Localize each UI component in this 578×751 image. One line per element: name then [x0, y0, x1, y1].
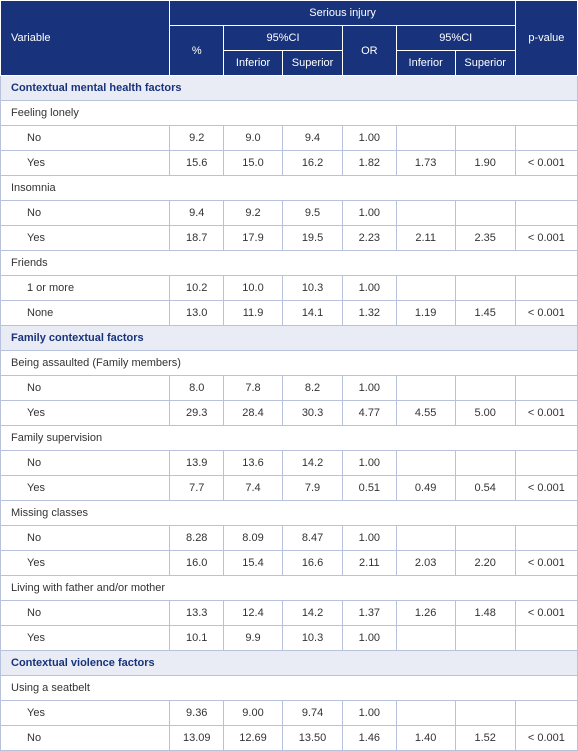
- group-title: Using a seatbelt: [1, 676, 578, 701]
- table-row: 1 or more10.210.010.31.00: [1, 276, 578, 301]
- table-row: No13.312.414.21.371.261.48< 0.001: [1, 601, 578, 626]
- group-header: Being assaulted (Family members): [1, 351, 578, 376]
- table-row: None13.011.914.11.321.191.45< 0.001: [1, 301, 578, 326]
- table-row: Yes15.615.016.21.821.731.90< 0.001: [1, 151, 578, 176]
- row-label: Yes: [1, 701, 170, 726]
- group-title: Feeling lonely: [1, 101, 578, 126]
- group-title: Missing classes: [1, 501, 578, 526]
- col-ci1: 95%CI: [224, 26, 343, 51]
- group-header: Feeling lonely: [1, 101, 578, 126]
- row-label: Yes: [1, 226, 170, 251]
- table-row: Yes10.19.910.31.00: [1, 626, 578, 651]
- row-label: No: [1, 376, 170, 401]
- col-inferior-2: Inferior: [396, 51, 455, 76]
- group-header: Missing classes: [1, 501, 578, 526]
- col-variable: Variable: [1, 1, 170, 76]
- table-row: Yes9.369.009.741.00: [1, 701, 578, 726]
- section-header: Family contextual factors: [1, 326, 578, 351]
- table-row: Yes16.015.416.62.112.032.20< 0.001: [1, 551, 578, 576]
- group-header: Friends: [1, 251, 578, 276]
- table-header: Variable Serious injury p-value % 95%CI …: [1, 1, 578, 76]
- section-title: Contextual mental health factors: [1, 76, 578, 101]
- col-ci2: 95%CI: [396, 26, 515, 51]
- data-table: Variable Serious injury p-value % 95%CI …: [0, 0, 578, 751]
- row-label: None: [1, 301, 170, 326]
- col-inferior-1: Inferior: [224, 51, 283, 76]
- row-label: No: [1, 201, 170, 226]
- section-title: Contextual violence factors: [1, 651, 578, 676]
- row-label: No: [1, 451, 170, 476]
- row-label: No: [1, 526, 170, 551]
- section-header: Contextual violence factors: [1, 651, 578, 676]
- group-title: Living with father and/or mother: [1, 576, 578, 601]
- group-header: Family supervision: [1, 426, 578, 451]
- table-row: No8.288.098.471.00: [1, 526, 578, 551]
- row-label: No: [1, 601, 170, 626]
- group-title: Friends: [1, 251, 578, 276]
- col-superior-1: Superior: [283, 51, 343, 76]
- table-row: Yes18.717.919.52.232.112.35< 0.001: [1, 226, 578, 251]
- row-label: Yes: [1, 401, 170, 426]
- table-row: No13.913.614.21.00: [1, 451, 578, 476]
- table-row: Yes29.328.430.34.774.555.00< 0.001: [1, 401, 578, 426]
- col-superior-2: Superior: [455, 51, 515, 76]
- group-title: Family supervision: [1, 426, 578, 451]
- table-row: No13.0912.6913.501.461.401.52< 0.001: [1, 726, 578, 751]
- section-header: Contextual mental health factors: [1, 76, 578, 101]
- row-label: Yes: [1, 551, 170, 576]
- section-title: Family contextual factors: [1, 326, 578, 351]
- table-body: Contextual mental health factorsFeeling …: [1, 76, 578, 751]
- col-percent: %: [170, 26, 224, 76]
- row-label: No: [1, 126, 170, 151]
- group-header: Insomnia: [1, 176, 578, 201]
- row-label: Yes: [1, 151, 170, 176]
- row-label: Yes: [1, 626, 170, 651]
- table-row: Yes7.77.47.90.510.490.54< 0.001: [1, 476, 578, 501]
- col-or: OR: [343, 26, 397, 76]
- group-header: Using a seatbelt: [1, 676, 578, 701]
- row-label: Yes: [1, 476, 170, 501]
- col-serious-injury: Serious injury: [170, 1, 515, 26]
- table-row: No9.29.09.41.00: [1, 126, 578, 151]
- group-header: Living with father and/or mother: [1, 576, 578, 601]
- col-pvalue: p-value: [515, 1, 577, 76]
- group-title: Insomnia: [1, 176, 578, 201]
- group-title: Being assaulted (Family members): [1, 351, 578, 376]
- table-row: No8.07.88.21.00: [1, 376, 578, 401]
- row-label: 1 or more: [1, 276, 170, 301]
- row-label: No: [1, 726, 170, 751]
- table-row: No9.49.29.51.00: [1, 201, 578, 226]
